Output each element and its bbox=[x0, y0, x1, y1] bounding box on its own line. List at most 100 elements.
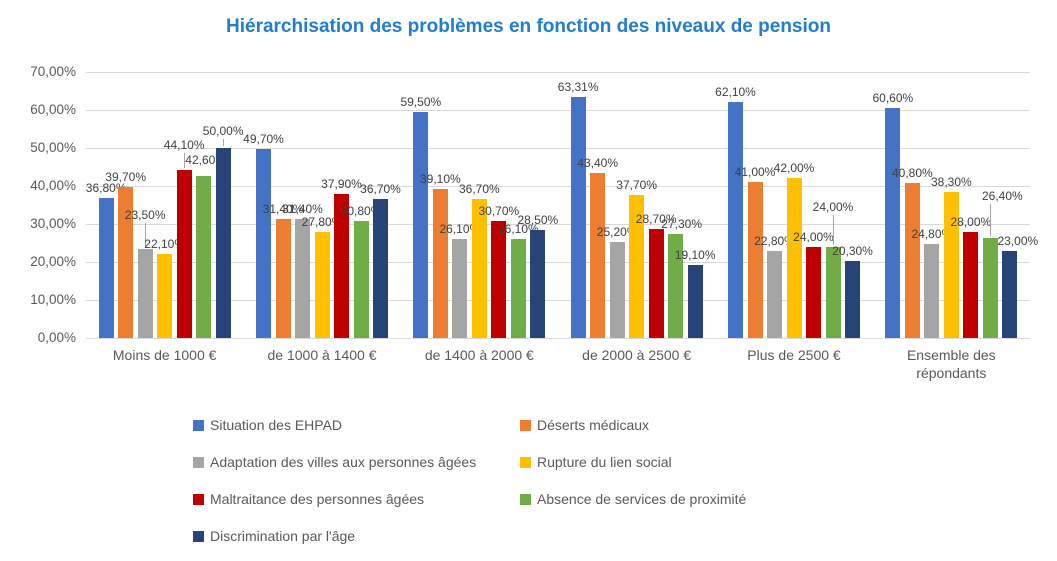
legend-item: Adaptation des villes aux personnes âgée… bbox=[193, 454, 476, 470]
leader-line bbox=[223, 139, 225, 146]
legend-swatch-icon bbox=[520, 493, 531, 505]
bar-label: 28,50% bbox=[517, 212, 559, 227]
bar bbox=[982, 237, 998, 338]
bar bbox=[256, 149, 271, 338]
x-category-label: Ensemble des répondants bbox=[906, 347, 996, 381]
bar-label: 63,31% bbox=[557, 80, 599, 95]
gridline bbox=[86, 224, 1030, 225]
legend-label: Adaptation des villes aux personnes âgée… bbox=[210, 454, 477, 470]
bar-label: 38,30% bbox=[930, 175, 972, 190]
bar bbox=[590, 173, 606, 338]
bar-label: 36,70% bbox=[360, 181, 401, 196]
gridline bbox=[86, 262, 1030, 263]
legend-label: Déserts médicaux bbox=[537, 417, 650, 433]
gridline bbox=[86, 72, 1030, 73]
x-category-label: Plus de 2500 € bbox=[747, 347, 841, 363]
bar bbox=[728, 102, 743, 338]
bar-label: 31,40% bbox=[282, 201, 323, 216]
legend-item: Discrimination par l'âge bbox=[193, 528, 355, 544]
y-tick-label: 10,00% bbox=[30, 292, 76, 307]
bar-label: 22,10% bbox=[144, 237, 185, 252]
x-category-label: de 1400 à 2000 € bbox=[424, 347, 534, 363]
bar-label: 24,80% bbox=[911, 226, 953, 241]
bar bbox=[904, 182, 920, 338]
legend-label: Situation des EHPAD bbox=[210, 417, 343, 433]
bar-label: 40,80% bbox=[891, 165, 933, 180]
legend-swatch-icon bbox=[520, 419, 531, 431]
bar bbox=[530, 229, 546, 338]
bar bbox=[98, 198, 114, 338]
legend-item: Rupture du lien social bbox=[520, 454, 672, 470]
leader-line bbox=[990, 203, 992, 236]
legend-label: Discrimination par l'âge bbox=[210, 528, 356, 544]
bar bbox=[570, 97, 586, 338]
legend-label: Maltraitance des personnes âgées bbox=[210, 491, 425, 507]
bar bbox=[943, 192, 959, 338]
bar bbox=[629, 194, 645, 338]
bar bbox=[314, 232, 330, 338]
bar bbox=[747, 182, 763, 338]
bar-label: 26,10% bbox=[439, 221, 481, 236]
y-tick-label: 0,00% bbox=[37, 330, 76, 345]
y-tick-label: 20,00% bbox=[30, 254, 76, 269]
y-tick-label: 60,00% bbox=[30, 102, 76, 117]
leader-line bbox=[833, 214, 834, 245]
bar-label: 49,70% bbox=[243, 132, 284, 147]
bar bbox=[295, 218, 310, 338]
bar-label: 36,70% bbox=[458, 181, 500, 196]
bar bbox=[924, 243, 940, 338]
bar bbox=[845, 260, 860, 338]
bar-label: 50,00% bbox=[202, 124, 244, 138]
bar-label: 41,00% bbox=[734, 165, 776, 180]
y-tick-label: 50,00% bbox=[30, 140, 76, 155]
x-category-label: Moins de 1000 € bbox=[112, 347, 217, 363]
y-tick-label: 40,00% bbox=[30, 178, 76, 193]
bar-label: 30,80% bbox=[340, 203, 382, 218]
gridline bbox=[86, 148, 1030, 149]
bar bbox=[825, 246, 841, 338]
bar-label: 44,10% bbox=[163, 138, 205, 153]
bar-label: 25,20% bbox=[596, 225, 638, 240]
bar bbox=[373, 198, 388, 338]
leader-line bbox=[145, 222, 147, 247]
gridline bbox=[86, 338, 1030, 339]
bar-label: 24,00% bbox=[812, 199, 854, 214]
bar bbox=[137, 248, 153, 338]
bar-label: 28,00% bbox=[950, 214, 992, 229]
chart-title: Hiérarchisation des problèmes en fonctio… bbox=[226, 16, 831, 37]
bar-label: 22,80% bbox=[754, 234, 795, 249]
bar bbox=[767, 251, 782, 338]
bar-label: 23,50% bbox=[124, 207, 166, 222]
bar bbox=[334, 193, 349, 338]
bar-label: 28,70% bbox=[635, 211, 677, 226]
bar-label: 37,90% bbox=[321, 176, 362, 191]
bar bbox=[353, 220, 369, 338]
bar-label: 20,30% bbox=[832, 243, 873, 258]
bar-label: 39,10% bbox=[419, 172, 461, 187]
x-category-label: de 1000 à 1400 € bbox=[267, 347, 377, 363]
bar bbox=[275, 218, 291, 338]
legend-item: Situation des EHPAD bbox=[193, 417, 342, 433]
bar bbox=[196, 176, 212, 338]
bar-label: 59,50% bbox=[400, 94, 442, 109]
bar bbox=[413, 111, 429, 338]
bar-label: 36,80% bbox=[85, 181, 127, 196]
bar bbox=[648, 228, 664, 338]
bar bbox=[806, 246, 821, 338]
bar-label: 24,00% bbox=[793, 229, 834, 244]
bar bbox=[118, 187, 134, 338]
legend-label: Rupture du lien social bbox=[537, 454, 672, 470]
bar-label: 19,10% bbox=[674, 248, 716, 263]
bar bbox=[1002, 250, 1018, 338]
bar-label: 23,00% bbox=[997, 233, 1039, 248]
gridline bbox=[86, 110, 1030, 111]
legend-swatch-icon bbox=[193, 493, 204, 505]
bar bbox=[157, 254, 173, 338]
gridline bbox=[86, 300, 1030, 301]
legend-item: Déserts médicaux bbox=[520, 417, 649, 433]
legend-swatch-icon bbox=[193, 419, 204, 431]
bar bbox=[963, 231, 979, 338]
bar bbox=[885, 107, 901, 338]
bar bbox=[491, 221, 507, 338]
bar bbox=[432, 189, 448, 338]
